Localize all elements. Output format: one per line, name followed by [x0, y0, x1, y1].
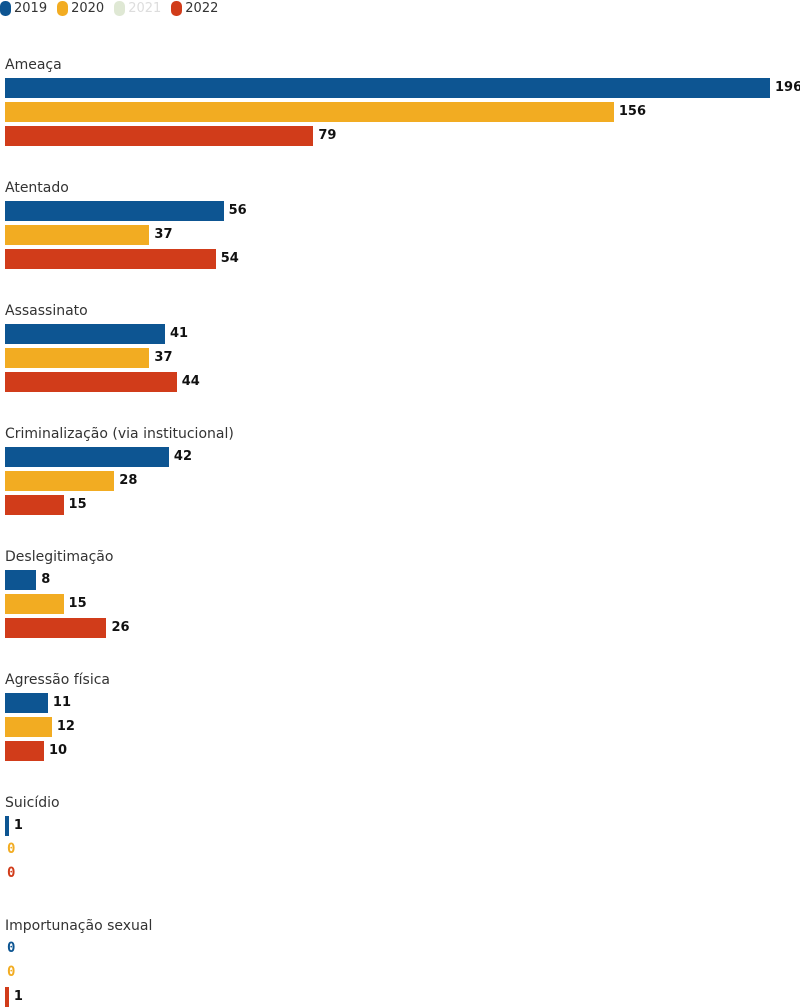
bar-2019[interactable]	[5, 201, 224, 221]
value-label: 15	[68, 596, 87, 611]
legend-item-2020[interactable]: 2020	[57, 1, 104, 16]
value-label: 56	[228, 203, 247, 218]
bar-2020[interactable]	[5, 102, 614, 122]
category-label: Criminalização (via institucional)	[5, 426, 234, 442]
legend: 2019 2020 2021 2022	[0, 1, 218, 16]
bar-2020[interactable]	[5, 717, 52, 737]
value-label: 54	[220, 251, 239, 266]
value-label: 1	[13, 989, 23, 1004]
legend-item-2021[interactable]: 2021	[114, 1, 161, 16]
legend-swatch	[171, 1, 183, 16]
value-label: 196	[775, 80, 800, 95]
value-label: 11	[52, 695, 72, 710]
category-label: Agressão física	[5, 672, 110, 688]
legend-swatch	[57, 1, 69, 16]
bar-2022[interactable]	[5, 987, 9, 1007]
value-label: 26	[111, 620, 130, 635]
bar-2020[interactable]	[5, 348, 150, 368]
zero-value-label: 0	[7, 841, 16, 857]
value-label: 41	[170, 326, 189, 341]
legend-swatch	[114, 1, 126, 16]
zero-value-label: 0	[7, 964, 16, 980]
category-label: Suicídio	[5, 795, 60, 811]
legend-item-2022[interactable]: 2022	[171, 1, 218, 16]
value-label: 156	[618, 104, 647, 119]
bar-2020[interactable]	[5, 225, 150, 245]
bar-2019[interactable]	[5, 324, 166, 344]
bar-2019[interactable]	[5, 570, 37, 590]
bar-2022[interactable]	[5, 126, 314, 146]
bar-2022[interactable]	[5, 741, 45, 761]
bar-2019[interactable]	[5, 78, 770, 98]
value-label: 28	[119, 473, 138, 488]
value-label: 15	[68, 497, 87, 512]
bar-2022[interactable]	[5, 495, 64, 515]
value-label: 37	[154, 350, 173, 365]
category-label: Ameaça	[5, 57, 62, 73]
legend-item-2019[interactable]: 2019	[0, 1, 47, 16]
bar-2022[interactable]	[5, 618, 107, 638]
bar-2022[interactable]	[5, 249, 216, 269]
legend-label: 2020	[71, 1, 105, 16]
category-label: Deslegitimação	[5, 549, 114, 565]
value-label: 44	[181, 374, 200, 389]
bar-2019[interactable]	[5, 816, 9, 836]
value-label: 10	[49, 743, 68, 758]
value-label: 42	[173, 449, 193, 464]
category-label: Atentado	[5, 180, 69, 196]
zero-value-label: 0	[7, 940, 16, 956]
bar-2020[interactable]	[5, 594, 64, 614]
value-label: 1	[13, 818, 23, 833]
bar-2019[interactable]	[5, 447, 169, 467]
zero-value-label: 0	[7, 865, 16, 881]
legend-swatch	[0, 1, 11, 16]
bar-2019[interactable]	[5, 693, 48, 713]
bar-2020[interactable]	[5, 471, 115, 491]
legend-label: 2021	[128, 1, 162, 16]
value-label: 12	[56, 719, 75, 734]
category-label: Assassinato	[5, 303, 88, 319]
legend-label: 2022	[185, 1, 219, 16]
bar-2022[interactable]	[5, 372, 177, 392]
value-label: 79	[318, 128, 337, 143]
value-label: 37	[154, 227, 173, 242]
value-label: 8	[41, 572, 51, 587]
legend-label: 2019	[14, 1, 48, 16]
category-label: Importunação sexual	[5, 918, 153, 934]
